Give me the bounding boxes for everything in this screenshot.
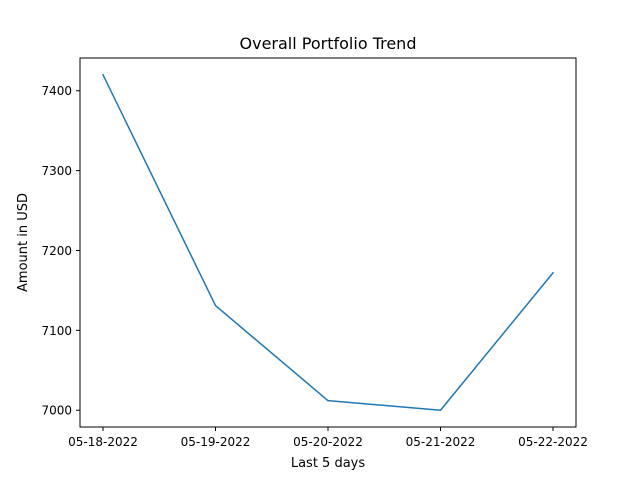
y-axis: 7000 7100 7200 7300 7400 xyxy=(41,84,80,418)
plot-area xyxy=(101,73,555,411)
chart-title: Overall Portfolio Trend xyxy=(240,34,417,53)
y-tick-label: 7400 xyxy=(41,84,72,98)
y-tick-label: 7100 xyxy=(41,324,72,338)
y-tick-label: 7000 xyxy=(41,404,72,418)
x-tick-label: 05-20-2022 xyxy=(293,435,363,449)
y-tick-label: 7300 xyxy=(41,164,72,178)
y-tick-label: 7200 xyxy=(41,244,72,258)
x-tick-label: 05-21-2022 xyxy=(406,435,476,449)
x-tick-label: 05-18-2022 xyxy=(68,435,138,449)
x-axis: 05-18-2022 05-19-2022 05-20-2022 05-21-2022… xyxy=(68,427,588,449)
x-tick-label: 05-19-2022 xyxy=(181,435,251,449)
x-tick-label: 05-22-2022 xyxy=(518,435,588,449)
series-line-0 xyxy=(101,73,555,411)
x-axis-label: Last 5 days xyxy=(291,456,366,471)
y-axis-label: Amount in USD xyxy=(16,193,31,292)
